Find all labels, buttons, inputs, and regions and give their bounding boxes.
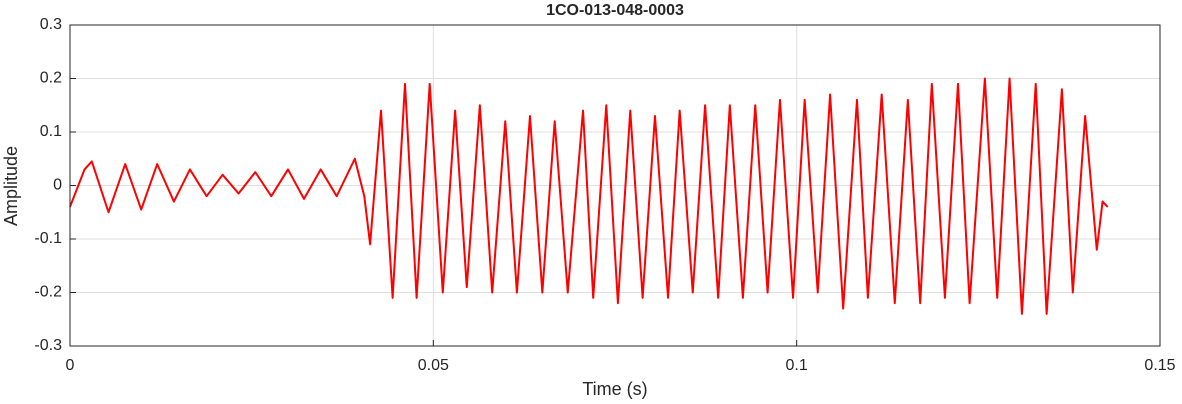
y-tick-label: 0.1 [40, 123, 62, 140]
waveform-line [69, 77, 1109, 315]
chart-title: 1CO-013-048-0003 [546, 2, 684, 19]
x-tick-label: 0.1 [786, 357, 808, 374]
plot-frame [69, 24, 1161, 347]
x-tick-label: 0 [66, 357, 75, 374]
y-tick-label: -0.1 [34, 230, 62, 247]
x-axis-label: Time (s) [582, 379, 647, 399]
y-tick-label: 0 [53, 177, 62, 194]
x-tick-label: 0.15 [1144, 357, 1175, 374]
y-tick-label: -0.2 [34, 284, 62, 301]
y-tick-label: 0.3 [40, 16, 62, 33]
y-tick-label: -0.3 [34, 337, 62, 354]
x-tick-label: 0.05 [418, 357, 449, 374]
y-tick-label: 0.2 [40, 70, 62, 87]
y-axis-label: Amplitude [1, 146, 21, 226]
